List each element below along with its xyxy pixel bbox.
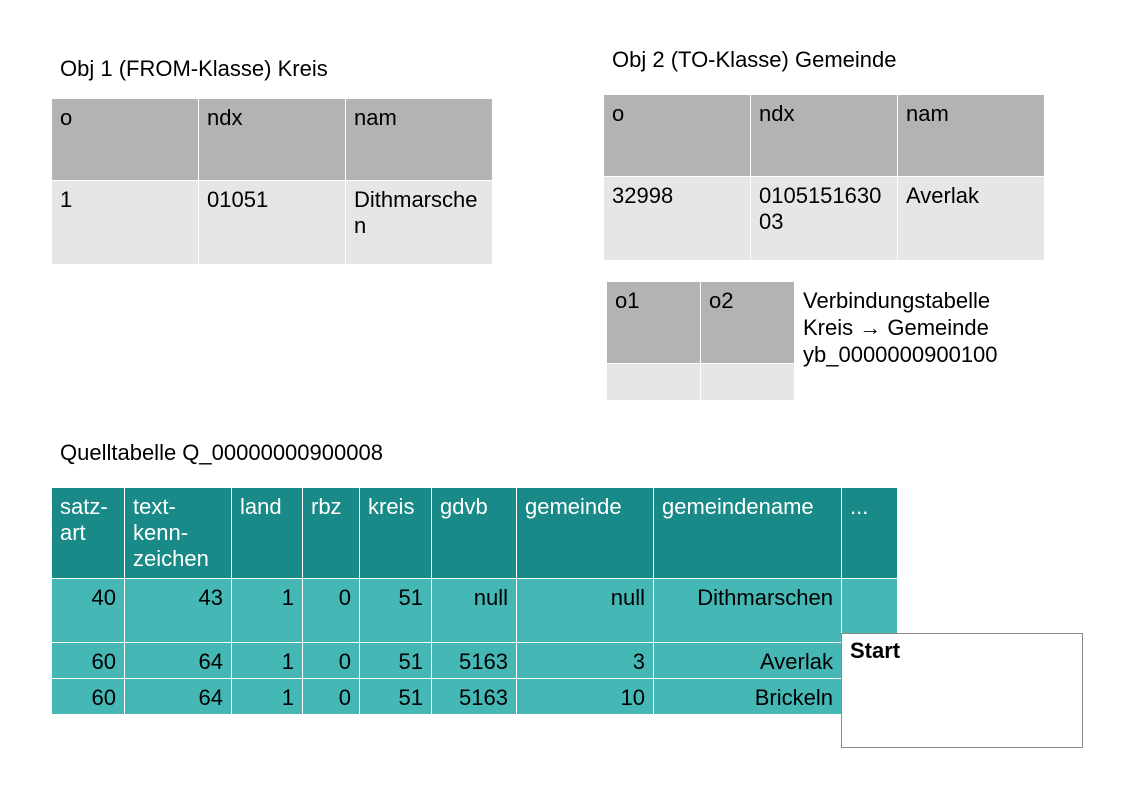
source-cell: 60 <box>51 678 125 715</box>
table-row: 40 43 1 0 51 null null Dithmarschen <box>51 578 898 643</box>
link-header-o1: o1 <box>606 281 701 364</box>
source-cell: null <box>431 578 517 643</box>
obj1-cell-ndx: 01051 <box>198 180 346 265</box>
source-header-land: land <box>231 487 303 579</box>
source-header-gemeinde: gemeinde <box>516 487 654 579</box>
obj1-header-o: o <box>51 98 199 181</box>
link-table-label: Verbindungstabelle Kreis → Gemeinde yb_0… <box>803 287 998 368</box>
source-header-gemeindename: gemeindename <box>653 487 842 579</box>
obj1-cell-o: 1 <box>51 180 199 265</box>
source-cell: 51 <box>359 678 432 715</box>
source-table: satz-art text-kenn-zeichen land rbz krei… <box>51 487 898 715</box>
source-header-more: ... <box>841 487 898 579</box>
source-cell: 0 <box>302 578 360 643</box>
source-header-gdvb: gdvb <box>431 487 517 579</box>
source-cell: 3 <box>516 642 654 679</box>
source-cell: 1 <box>231 578 303 643</box>
start-label: Start <box>850 638 901 663</box>
start-box: Start <box>841 633 1083 748</box>
source-header-rbz: rbz <box>302 487 360 579</box>
obj1-table: o ndx nam 1 01051 Dithmarschen <box>51 98 493 265</box>
obj2-cell-ndx: 010515163003 <box>750 176 898 261</box>
source-cell: 1 <box>231 678 303 715</box>
source-cell: Brickeln <box>653 678 842 715</box>
obj2-header-ndx: ndx <box>750 94 898 177</box>
source-cell: 1 <box>231 642 303 679</box>
link-label-line2: Kreis → Gemeinde <box>803 315 989 340</box>
source-cell: Dithmarschen <box>653 578 842 643</box>
link-cell-o2 <box>700 363 795 401</box>
link-header-o2: o2 <box>700 281 795 364</box>
source-header-satzart: satz-art <box>51 487 125 579</box>
link-table: o1 o2 <box>606 281 795 401</box>
source-cell: null <box>516 578 654 643</box>
source-header-kreis: kreis <box>359 487 432 579</box>
source-cell: 5163 <box>431 642 517 679</box>
source-cell: 64 <box>124 642 232 679</box>
obj2-table: o ndx nam 32998 010515163003 Averlak <box>603 94 1045 261</box>
obj1-title: Obj 1 (FROM-Klasse) Kreis <box>60 56 328 81</box>
obj1-header-ndx: ndx <box>198 98 346 181</box>
source-cell: 0 <box>302 642 360 679</box>
source-cell: 43 <box>124 578 232 643</box>
source-cell: 51 <box>359 578 432 643</box>
source-cell: 64 <box>124 678 232 715</box>
link-label-line1: Verbindungstabelle <box>803 288 991 313</box>
source-cell <box>841 578 898 643</box>
obj2-cell-nam: Averlak <box>897 176 1045 261</box>
table-row: 60 64 1 0 51 5163 3 Averlak <box>51 642 898 679</box>
source-cell: 51 <box>359 642 432 679</box>
obj2-header-nam: nam <box>897 94 1045 177</box>
link-label-line3: yb_0000000900100 <box>803 342 998 367</box>
source-cell: Averlak <box>653 642 842 679</box>
link-cell-o1 <box>606 363 701 401</box>
obj1-header-nam: nam <box>345 98 493 181</box>
table-row: 60 64 1 0 51 5163 10 Brickeln <box>51 678 898 715</box>
obj2-header-o: o <box>603 94 751 177</box>
source-title: Quelltabelle Q_00000000900008 <box>60 440 383 465</box>
source-header-textkennzeichen: text-kenn-zeichen <box>124 487 232 579</box>
source-cell: 0 <box>302 678 360 715</box>
obj2-title: Obj 2 (TO-Klasse) Gemeinde <box>612 47 897 72</box>
source-cell: 40 <box>51 578 125 643</box>
source-cell: 60 <box>51 642 125 679</box>
obj1-cell-nam: Dithmarschen <box>345 180 493 265</box>
obj2-cell-o: 32998 <box>603 176 751 261</box>
source-cell: 10 <box>516 678 654 715</box>
source-cell: 5163 <box>431 678 517 715</box>
